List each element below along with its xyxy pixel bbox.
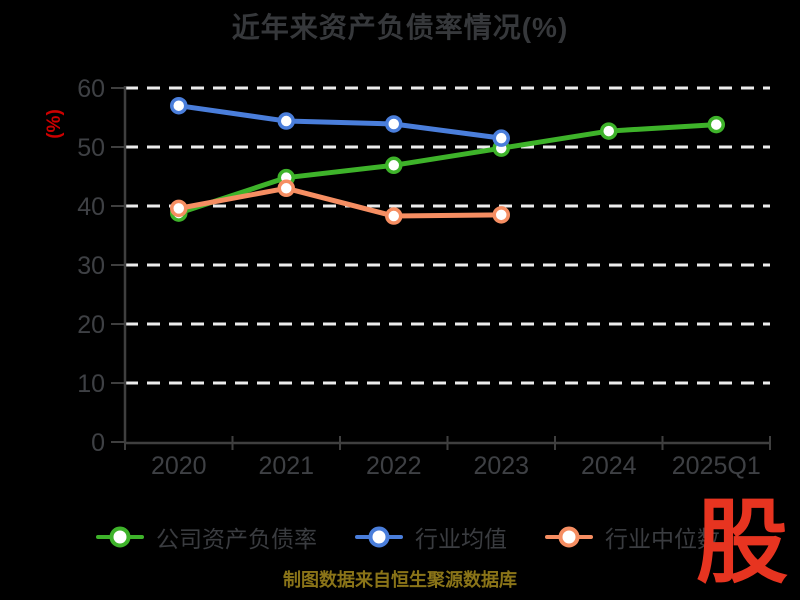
data-point-s1-3 <box>492 129 510 147</box>
legend: 公司资产负债率 行业均值 行业中位数 <box>0 514 800 560</box>
legend-label: 行业均值 <box>415 526 507 552</box>
data-point-s2-3 <box>492 206 510 224</box>
legend-label: 行业中位数 <box>605 526 720 552</box>
data-point-s0-4 <box>600 122 618 140</box>
data-point-s0-5 <box>707 115 725 134</box>
data-point-s1-2 <box>385 115 403 133</box>
data-point-s2-0 <box>170 199 188 218</box>
y-tick-label-10: 10 <box>77 370 105 398</box>
x-tick-label-2023: 2023 <box>473 452 529 480</box>
legend-item-industry-median[interactable]: 行业中位数 <box>545 520 720 554</box>
x-tick-label-2022: 2022 <box>366 452 422 480</box>
y-tick-label-30: 30 <box>77 252 105 280</box>
legend-item-company-debt-ratio[interactable]: 公司资产负债率 <box>96 520 317 554</box>
chart-title: 近年来资产负债率情况(%) <box>231 12 569 43</box>
series-line-0 <box>176 122 719 216</box>
legend-circle-marker-icon <box>368 526 390 548</box>
series-line-1 <box>176 103 504 141</box>
x-tick-label-2020: 2020 <box>151 452 207 480</box>
legend-line-marker-icon <box>96 526 144 548</box>
y-tick-label-20: 20 <box>77 311 105 339</box>
y-tick-label-0: 0 <box>91 429 105 457</box>
y-tick-label-40: 40 <box>77 193 105 221</box>
y-tick-label-60: 60 <box>77 75 105 103</box>
y-tick-label-50: 50 <box>77 134 105 162</box>
legend-line-marker-icon <box>545 526 593 548</box>
data-point-s2-1 <box>277 179 295 198</box>
stock-logo: 股 <box>695 492 788 594</box>
data-point-s1-0 <box>170 96 188 115</box>
x-tick-label-2024: 2024 <box>581 452 637 480</box>
legend-line-marker-icon <box>355 526 403 548</box>
legend-label: 公司资产负债率 <box>156 526 317 552</box>
legend-circle-marker-icon <box>558 526 580 548</box>
data-point-s1-1 <box>277 112 295 130</box>
data-point-s0-2 <box>385 156 403 175</box>
legend-item-industry-mean[interactable]: 行业均值 <box>355 520 507 554</box>
data-source-note: 制图数据来自恒生聚源数据库 <box>283 570 517 590</box>
legend-circle-marker-icon <box>109 526 131 548</box>
x-tick-label-2025Q1: 2025Q1 <box>672 452 761 480</box>
series-line-2 <box>176 185 504 219</box>
x-tick-label-2021: 2021 <box>258 452 314 480</box>
data-point-s2-2 <box>385 207 403 225</box>
